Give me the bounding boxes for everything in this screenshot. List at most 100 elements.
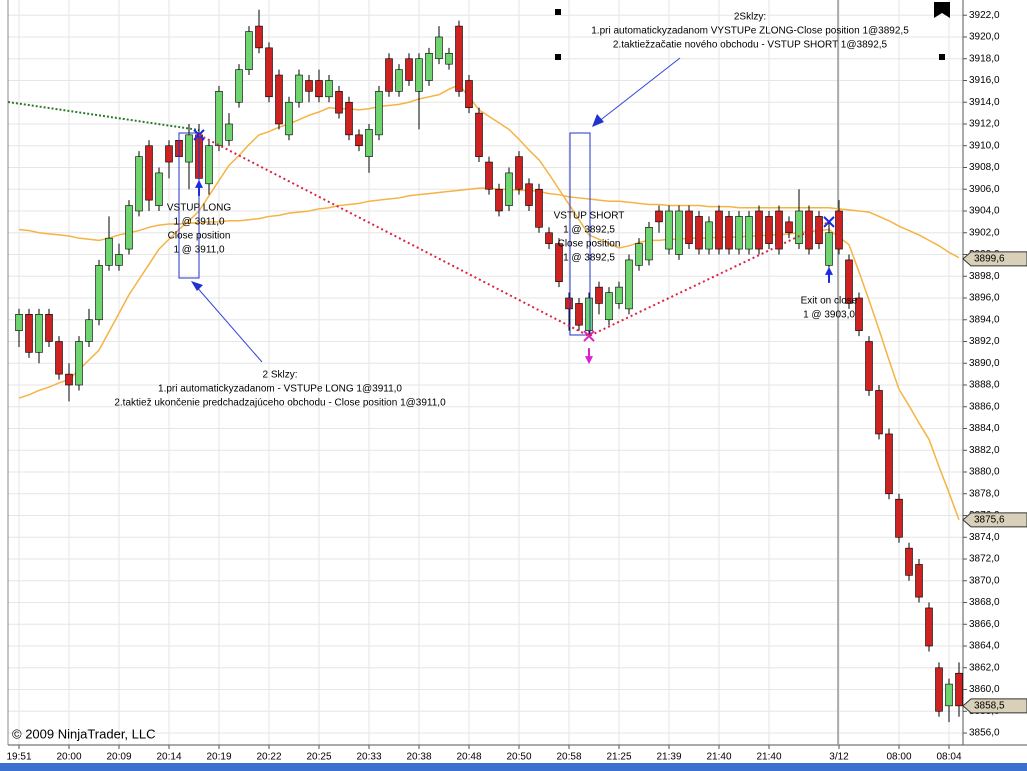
x-tick-label: 21:39 [656,752,681,763]
candle-body [285,101,293,136]
candle-body [515,156,523,190]
candle-body [395,69,403,92]
y-tick-label: 3872,0 [969,554,1000,565]
y-tick-label: 3910,0 [969,140,1000,151]
candle-body [775,210,783,250]
x-tick-label: 21:40 [706,752,731,763]
candle-body [85,319,93,342]
candle-body [535,188,543,228]
x-tick-label: 20:48 [456,752,481,763]
candle-body [825,232,833,266]
candle-body [785,221,793,234]
candle-body [595,286,603,304]
candle-body [625,259,633,310]
candle-body [585,297,593,331]
candle-body [715,210,723,250]
trade-label: 1 @ 3892,5 [563,225,615,236]
note-text: 2.taktiež ukončenie predchadzajúceho obc… [114,398,446,409]
candle-body [865,341,873,391]
copyright: © 2009 NinjaTrader, LLC [12,726,156,741]
candle-body [675,210,683,255]
x-tick-label: 19:51 [6,752,31,763]
candle-body [225,123,233,141]
candle-body [725,216,733,250]
y-tick-label: 3896,0 [969,293,1000,304]
candle-body [295,74,303,103]
x-tick-label: 20:09 [106,752,131,763]
price-marker [962,251,1027,267]
candle-body [935,667,943,712]
grid [8,0,963,745]
candle-body [885,433,893,495]
candle-body [845,259,853,304]
candle-body [575,303,583,326]
candle-body [875,390,883,435]
candle-body [155,172,163,206]
pointer-head [191,281,203,291]
candle-body [765,216,773,244]
candle-body [615,286,623,304]
candle-body [65,373,73,386]
x-tick-label: 20:58 [556,752,581,763]
candle-body [565,297,573,310]
price-marker [962,512,1027,528]
pointer-head [592,114,604,127]
trade-label: VSTUP SHORT [554,211,625,222]
y-tick-label: 3882,0 [969,445,1000,456]
note-text: 2Sklzy: [734,12,766,23]
y-tick-label: 3890,0 [969,358,1000,369]
candle-body [545,232,553,244]
y-tick-label: 3886,0 [969,401,1000,412]
y-tick-label: 3922,0 [969,10,1000,21]
x-tick-label: 20:33 [356,752,381,763]
candle-body [35,314,43,353]
candle-body [345,101,353,136]
candle-body [605,292,613,321]
candle-body [905,547,913,576]
candle-body [15,314,23,331]
candle-body [455,25,463,92]
candle-body [505,172,513,206]
note-text: 2 Sklzy: [262,370,297,381]
prior-trade-line [7,101,200,131]
trade-label: 1 @ 3911,0 [173,245,225,256]
trade-label: 1 @ 3911,0 [173,217,225,228]
candle-body [485,161,493,190]
candle-body [75,341,83,386]
y-tick-label: 3880,0 [969,467,1000,478]
trade-marker [583,330,595,342]
candle-body [525,183,533,206]
y-tick-label: 3918,0 [969,53,1000,64]
candle-body [375,91,383,136]
y-tick-label: 3912,0 [969,119,1000,130]
candle-body [365,129,373,157]
candle-body [735,216,743,250]
trade-arrow [825,266,833,283]
price-marker-label: 3858,5 [974,700,1005,711]
x-tick-label: 08:00 [886,752,911,763]
candle-body [145,145,153,201]
y-tick-label: 3916,0 [969,75,1000,86]
y-tick-label: 3908,0 [969,162,1000,173]
y-tick-label: 3874,0 [969,532,1000,543]
candle-body [465,80,473,108]
x-tick-label: 20:22 [256,752,281,763]
candle-body [655,210,663,223]
x-tick-label: 20:25 [306,752,331,763]
candle-body [425,52,433,81]
candle-body [915,564,923,598]
y-tick-label: 3906,0 [969,184,1000,195]
candle-body [445,52,453,65]
candle-body [945,683,953,707]
y-tick-label: 3866,0 [969,619,1000,630]
candle-body [385,58,393,92]
trade-arrow [585,348,593,365]
trade-marker [823,216,835,228]
price-marker-label: 3899,6 [974,253,1005,264]
x-tick-label: 20:38 [406,752,431,763]
x-tick-label: 20:14 [156,752,181,763]
candle-body [115,254,123,266]
price-marker [962,698,1027,714]
